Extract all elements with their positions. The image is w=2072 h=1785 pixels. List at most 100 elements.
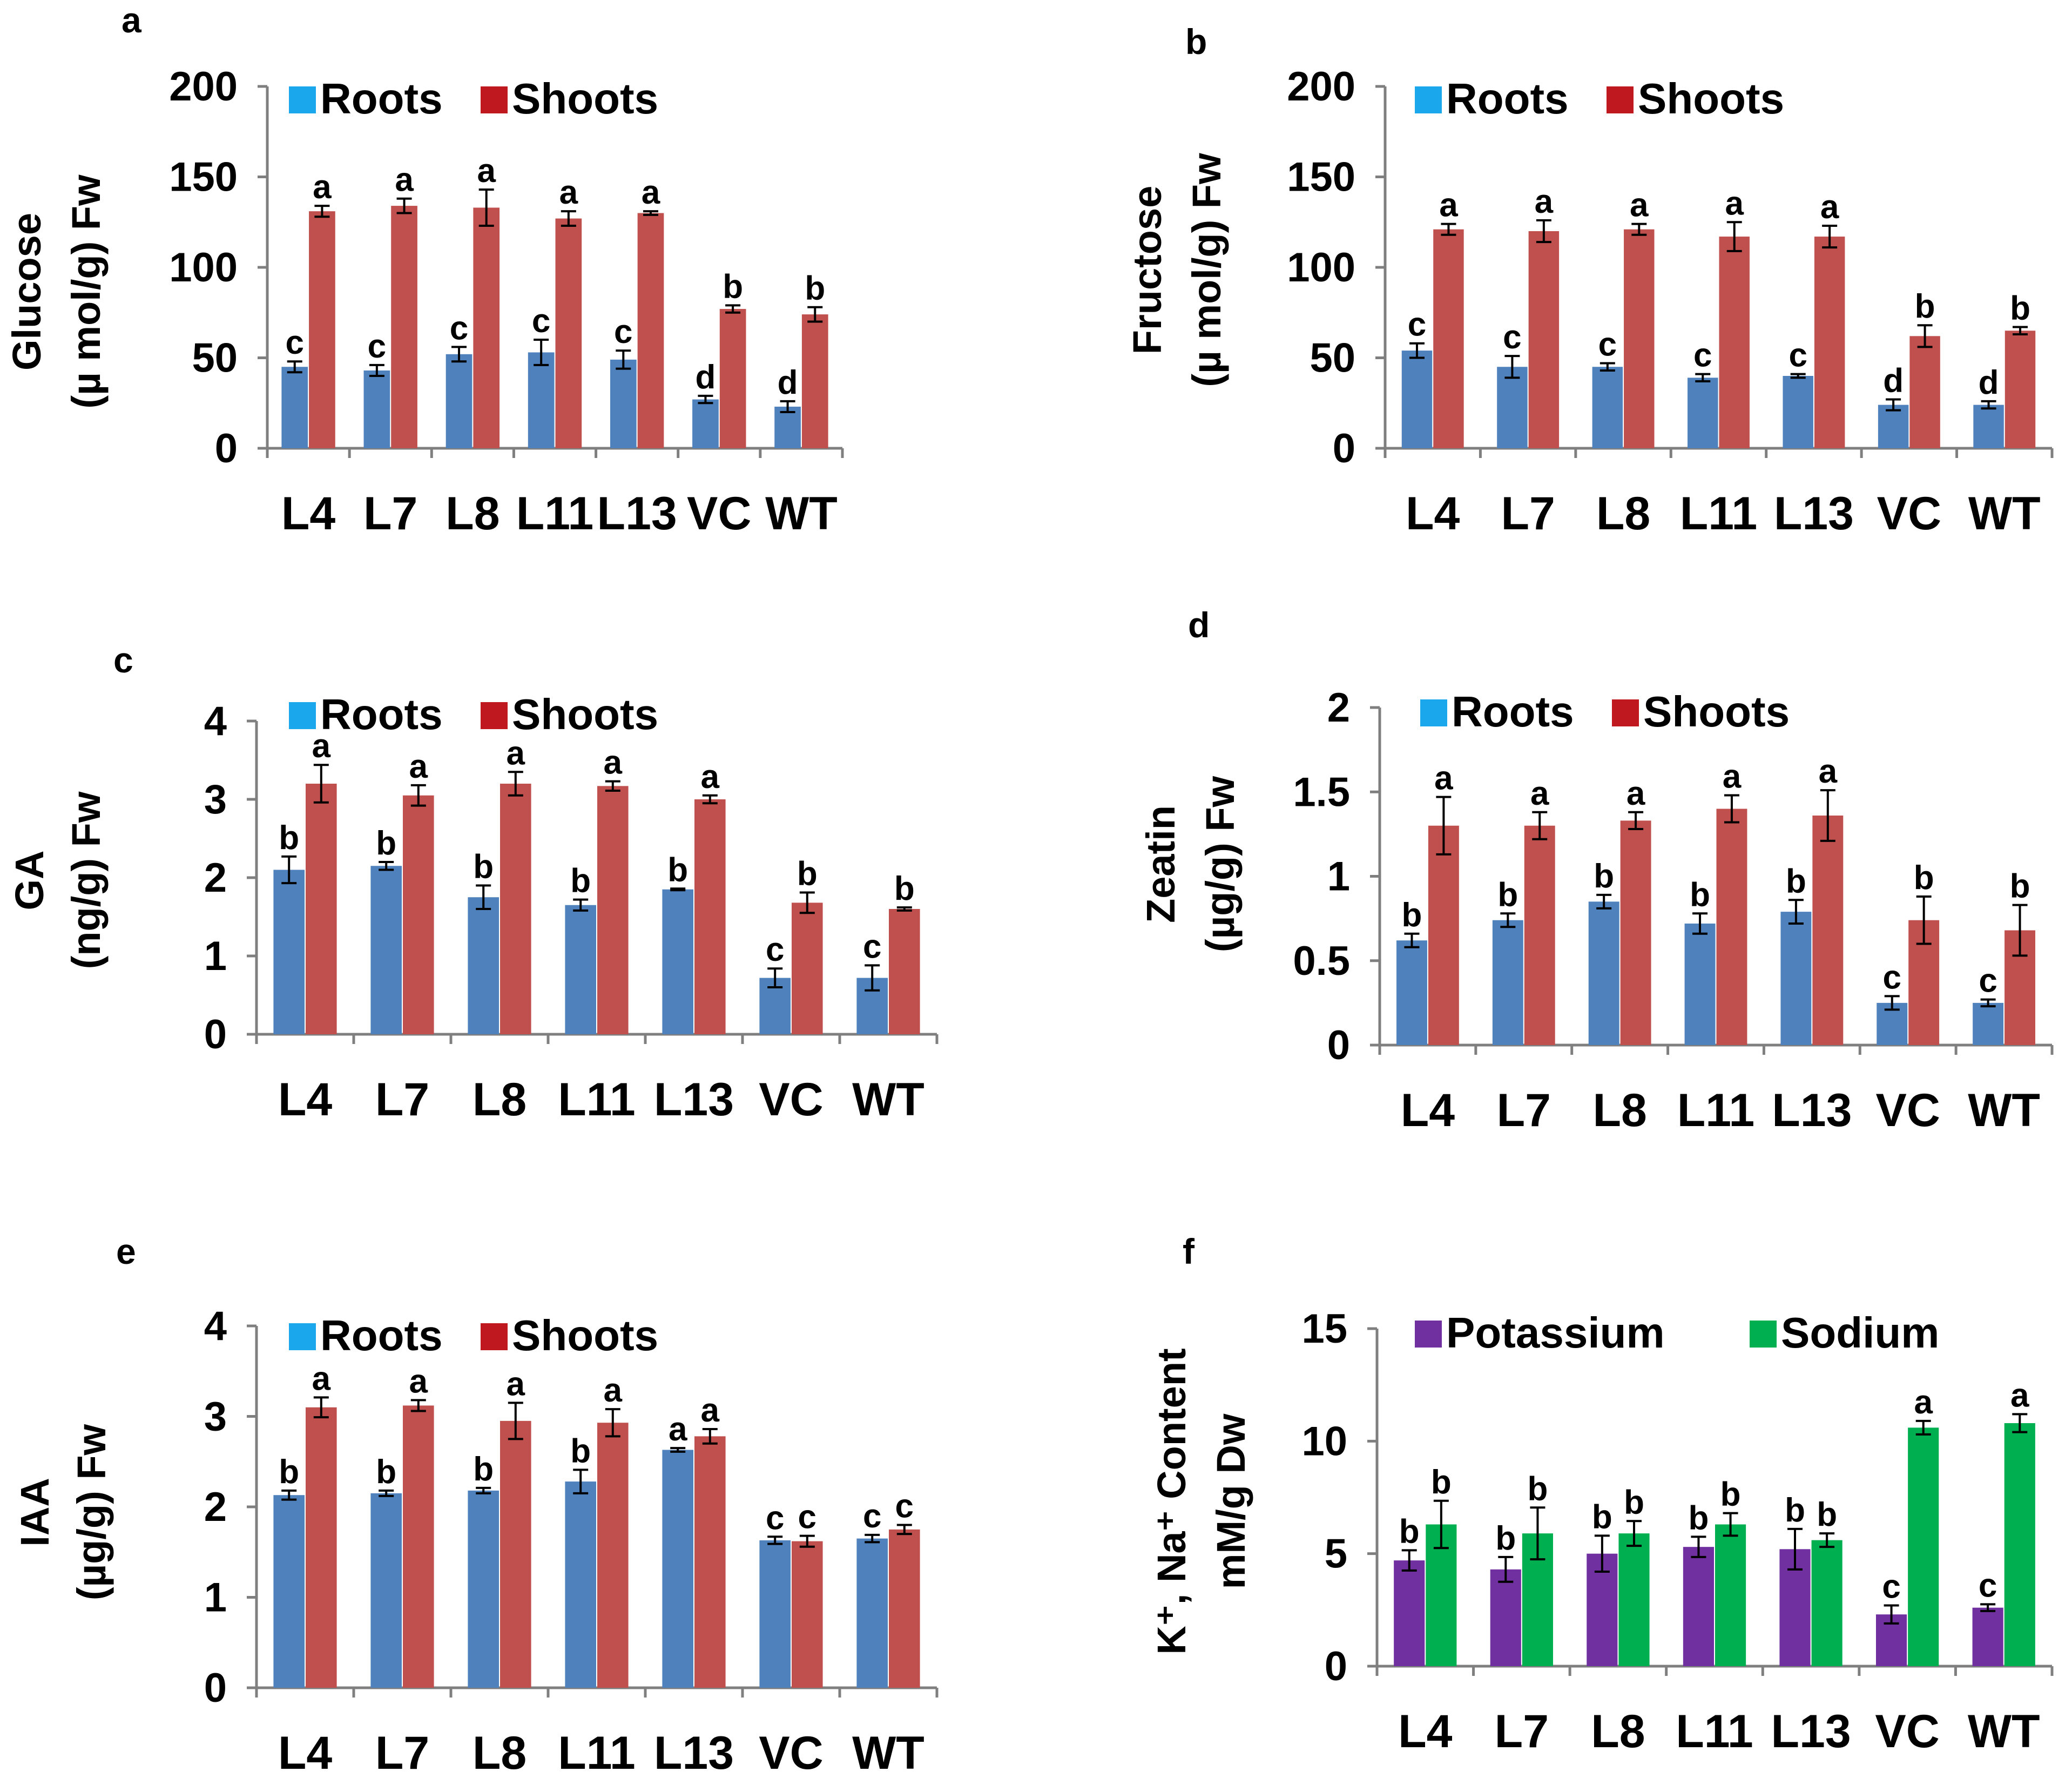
significance-label: a xyxy=(477,152,496,190)
legend-swatch xyxy=(1612,699,1639,726)
significance-label: b xyxy=(279,1453,299,1491)
panel-letter: d xyxy=(1188,605,1210,645)
y-tick-label: 15 xyxy=(1301,1306,1347,1352)
significance-label: a xyxy=(395,161,414,199)
significance-label: c xyxy=(798,1499,816,1536)
significance-label: a xyxy=(1914,1384,1933,1421)
bar-shoots xyxy=(694,1436,726,1688)
x-category-label: L13 xyxy=(1772,1085,1852,1136)
significance-label: c xyxy=(368,328,386,365)
y-tick-label: 1 xyxy=(1327,854,1350,900)
x-category-label: VC xyxy=(687,488,751,540)
significance-label: c xyxy=(1598,326,1617,363)
significance-label: a xyxy=(313,169,332,206)
y-axis-unit: (µ mol/g) Fw xyxy=(1184,153,1229,387)
significance-label: b xyxy=(1594,858,1614,895)
significance-label: a xyxy=(604,744,623,782)
y-tick-label: 3 xyxy=(204,777,227,823)
bar-shoots xyxy=(719,309,746,448)
legend-label: Potassium xyxy=(1446,1309,1665,1357)
y-axis-label: Glucose xyxy=(4,213,49,371)
y-tick-label: 150 xyxy=(169,154,238,200)
panel-letter: f xyxy=(1183,1231,1195,1271)
x-category-label: L4 xyxy=(1406,488,1460,540)
bar-roots xyxy=(565,905,596,1034)
bar-shoots xyxy=(1719,237,1750,448)
bar-roots xyxy=(273,870,305,1034)
bar-sodium xyxy=(1618,1533,1650,1666)
bar-roots xyxy=(1497,367,1528,448)
legend-swatch xyxy=(289,702,316,729)
significance-label: b xyxy=(1592,1498,1612,1535)
x-category-label: WT xyxy=(1968,1706,2040,1757)
y-tick-label: 5 xyxy=(1325,1531,1347,1577)
bar-shoots xyxy=(597,786,629,1034)
y-tick-label: 50 xyxy=(1310,335,1355,381)
legend: Potassium Sodium xyxy=(1415,1309,1939,1357)
bar-shoots xyxy=(792,1541,823,1688)
significance-label: a xyxy=(1434,760,1453,797)
legend-swatch xyxy=(1607,86,1634,113)
bar-shoots xyxy=(1624,229,1655,448)
y-tick-label: 2 xyxy=(1327,685,1350,731)
bar-roots xyxy=(565,1481,596,1688)
significance-label: b xyxy=(1527,1470,1548,1507)
significance-label: c xyxy=(1882,1568,1900,1606)
significance-label: b xyxy=(894,870,915,907)
y-tick-label: 2 xyxy=(204,1484,227,1530)
significance-label: b xyxy=(1495,1520,1516,1557)
significance-label: a xyxy=(604,1372,623,1409)
bar-shoots xyxy=(801,314,828,448)
x-category-label: L4 xyxy=(278,1727,333,1779)
legend: Roots Shoots xyxy=(289,690,658,738)
bar-shoots xyxy=(403,1405,434,1688)
x-category-label: L11 xyxy=(516,488,593,540)
y-tick-label: 200 xyxy=(169,64,238,110)
significance-label: b xyxy=(2010,868,2030,905)
bar-shoots xyxy=(555,218,582,448)
y-tick-label: 1 xyxy=(204,1575,227,1621)
significance-label: a xyxy=(701,758,720,796)
y-axis-label: Fructose xyxy=(1125,186,1170,355)
bar-roots xyxy=(1492,920,1523,1045)
bar-shoots xyxy=(500,784,531,1034)
significance-label: d xyxy=(778,364,798,401)
x-category-label: L4 xyxy=(278,1074,333,1126)
y-tick-label: 2 xyxy=(204,855,227,901)
y-tick-label: 0 xyxy=(1333,426,1355,471)
bar-shoots xyxy=(694,799,726,1034)
legend-label: Shoots xyxy=(1643,688,1790,736)
significance-label: c xyxy=(1979,1567,1997,1604)
bar-potassium xyxy=(1490,1569,1521,1666)
significance-label: c xyxy=(532,302,550,340)
x-category-label: L7 xyxy=(1501,488,1555,540)
legend-swatch xyxy=(1415,1321,1442,1348)
significance-label: b xyxy=(570,863,591,900)
significance-label: b xyxy=(805,270,825,307)
y-tick-label: 4 xyxy=(204,698,227,744)
y-axis-unit: (µg/g) Fw xyxy=(1198,776,1243,952)
x-category-label: L4 xyxy=(1398,1706,1453,1757)
y-tick-label: 50 xyxy=(192,335,238,381)
significance-label: b xyxy=(1688,1499,1709,1537)
significance-label: a xyxy=(409,1363,428,1400)
x-category-label: WT xyxy=(852,1074,924,1126)
significance-label: b xyxy=(1785,1492,1805,1529)
x-category-label: L11 xyxy=(1677,1085,1754,1136)
significance-label: c xyxy=(1788,337,1807,374)
bar-sodium xyxy=(1908,1427,1939,1666)
bar-shoots xyxy=(1814,237,1845,448)
significance-label: c xyxy=(1408,306,1426,343)
significance-label: d xyxy=(1883,362,1904,400)
panel-letter: a xyxy=(122,0,142,40)
significance-label: a xyxy=(642,174,660,211)
legend-swatch xyxy=(1415,86,1442,113)
significance-label: c xyxy=(285,324,303,361)
bar-roots xyxy=(1688,378,1718,448)
panel-b: b Fructose (µ mol/g) Fw 0 50 100 150 200 L4 L7 L8 L… xyxy=(1125,22,2054,540)
bar-shoots xyxy=(1909,336,1940,448)
bar-shoots xyxy=(889,909,920,1034)
significance-label: a xyxy=(1530,775,1549,812)
